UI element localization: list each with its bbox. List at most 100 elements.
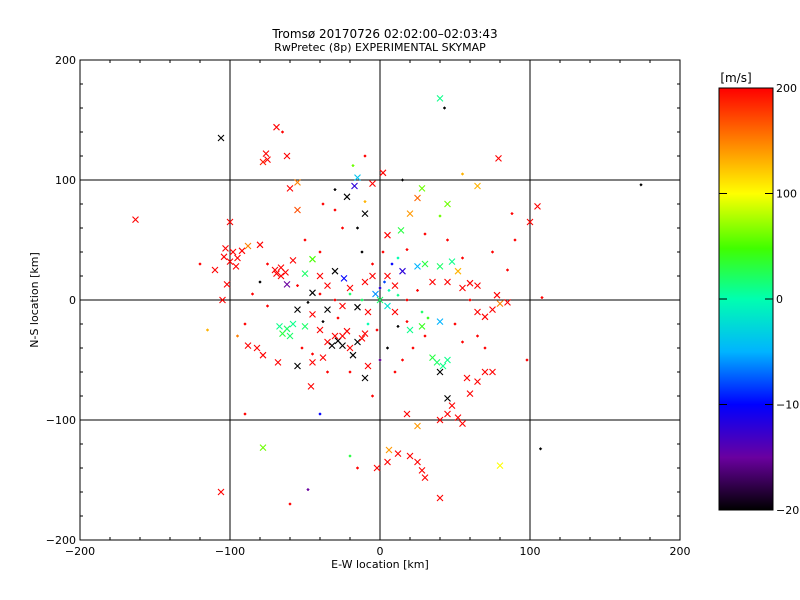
data-point-cross — [364, 308, 372, 316]
x-tick-label: 100 — [520, 545, 541, 558]
data-point-dot — [370, 262, 375, 266]
data-point-dot — [453, 322, 457, 326]
data-point-cross — [493, 291, 501, 299]
data-point-dot — [525, 358, 529, 362]
data-point-dot — [333, 208, 337, 212]
data-point-cross — [439, 362, 447, 370]
data-point-cross — [274, 359, 282, 366]
data-point-cross — [481, 368, 489, 376]
data-point-cross — [309, 255, 316, 263]
data-point-cross — [289, 257, 297, 264]
data-point-dot — [385, 346, 390, 350]
data-point-dot — [318, 292, 322, 296]
data-point-dot — [321, 319, 325, 324]
data-point-dot — [375, 328, 379, 332]
y-tick-label: 200 — [55, 54, 76, 67]
x-axis-label: E-W location [km] — [331, 558, 429, 571]
data-point-cross — [496, 300, 504, 307]
y-tick-label: 100 — [55, 174, 76, 187]
data-point-cross — [256, 241, 264, 249]
data-point-dot — [445, 238, 450, 242]
colorbar-ticks: 200 100 0 −100 −200 — [719, 82, 800, 517]
data-point-cross — [217, 134, 225, 142]
data-point-dot — [370, 394, 375, 398]
data-point-dot — [468, 298, 472, 302]
data-point-cross — [259, 351, 267, 359]
data-point-cross — [373, 464, 381, 472]
data-point-cross — [444, 200, 451, 208]
x-tick-label: 200 — [670, 545, 691, 558]
data-point-cross — [534, 203, 541, 210]
data-point-dot — [442, 106, 447, 110]
data-point-cross — [406, 210, 414, 217]
data-point-dot — [306, 300, 310, 305]
data-point-cross — [459, 420, 466, 427]
data-point-cross — [234, 254, 241, 262]
data-point-dot — [381, 250, 385, 254]
data-point-cross — [220, 253, 228, 261]
data-point-dot — [325, 370, 330, 374]
data-point-dot — [351, 163, 355, 168]
data-point-cross — [448, 402, 456, 409]
data-point-cross — [504, 299, 511, 306]
data-point-cross — [361, 210, 369, 217]
data-point-cross — [351, 182, 358, 190]
data-point-cross — [262, 150, 270, 157]
colorbar-tick-label: −100 — [776, 399, 800, 412]
data-point-dot — [475, 334, 480, 338]
data-point-dot — [540, 295, 544, 300]
data-point-dot — [538, 447, 543, 451]
data-point-cross — [339, 342, 346, 349]
data-point-cross — [454, 267, 462, 275]
data-point-cross — [364, 362, 372, 370]
data-point-dot — [378, 358, 382, 362]
data-point-cross — [294, 362, 301, 370]
data-point-cross — [294, 306, 301, 313]
data-point-cross — [211, 266, 219, 274]
data-point-cross — [331, 332, 339, 340]
data-point-cross — [414, 458, 421, 466]
data-point-cross — [384, 302, 391, 310]
data-point-cross — [474, 182, 481, 190]
data-point-dot — [333, 298, 337, 302]
data-point-cross — [316, 272, 324, 280]
data-point-cross — [466, 390, 474, 397]
data-point-dot — [396, 293, 400, 297]
data-point-cross — [474, 308, 481, 316]
data-point-dot — [318, 412, 322, 416]
data-point-cross — [414, 194, 421, 202]
data-point-dot — [205, 328, 210, 332]
data-point-cross — [309, 289, 316, 297]
data-point-cross — [369, 180, 376, 187]
data-point-cross — [354, 303, 361, 311]
data-point-cross — [273, 270, 280, 277]
data-point-cross — [376, 296, 384, 304]
data-point-cross — [474, 378, 481, 385]
data-point-cross — [429, 278, 436, 286]
data-point-cross — [459, 284, 466, 292]
data-point-cross — [340, 275, 348, 282]
data-point-dot — [387, 288, 391, 293]
data-point-dot — [396, 324, 400, 329]
data-point-cross — [384, 458, 391, 466]
data-point-cross — [283, 152, 291, 160]
data-point-cross — [301, 270, 309, 277]
data-point-cross — [444, 410, 451, 418]
data-point-dot — [510, 211, 514, 216]
data-points — [132, 95, 643, 506]
data-point-dot — [295, 283, 300, 288]
colorbar-label: [m/s] — [720, 71, 751, 85]
data-point-dot — [235, 334, 240, 338]
data-point-dot — [340, 226, 345, 230]
data-point-dot — [393, 370, 397, 374]
data-point-cross — [403, 410, 411, 418]
data-point-cross — [414, 263, 421, 270]
data-point-cross — [436, 494, 444, 502]
data-point-dot — [363, 199, 367, 204]
data-point-cross — [283, 281, 291, 288]
data-point-cross — [444, 395, 451, 402]
data-point-cross — [343, 193, 351, 201]
data-point-dot — [382, 280, 387, 284]
data-point-cross — [259, 158, 267, 166]
data-point-cross — [391, 282, 399, 289]
